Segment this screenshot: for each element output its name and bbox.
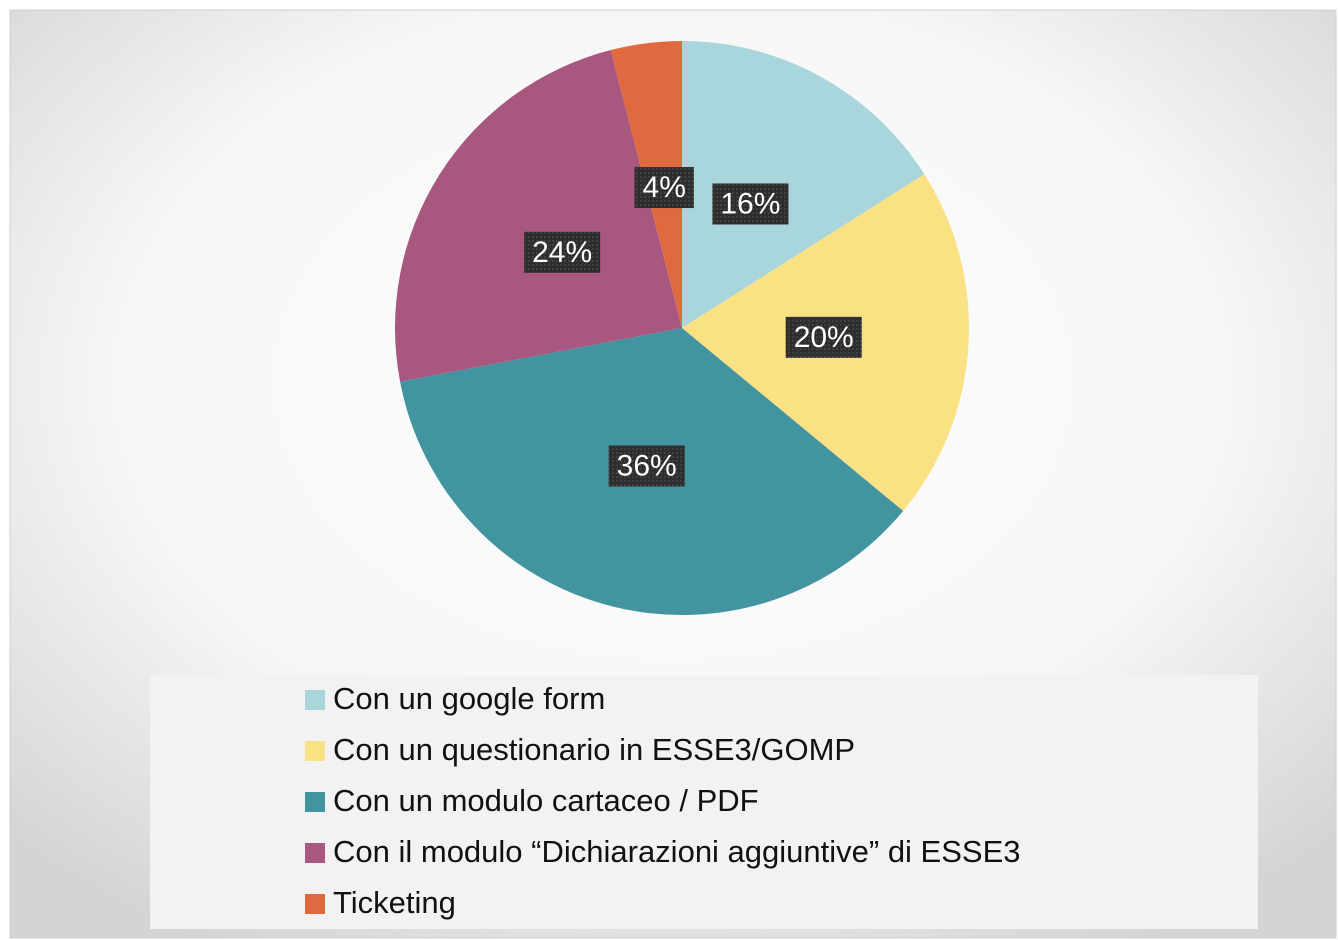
data-label: 16%: [720, 187, 780, 220]
data-label: 4%: [643, 171, 686, 204]
slices: [395, 41, 969, 615]
data-label-box: [634, 167, 694, 209]
data-label-box: [712, 183, 789, 225]
pie-slice: [682, 41, 925, 328]
legend-box: [150, 675, 1258, 929]
legend-swatch: [305, 792, 325, 812]
pie-slice: [395, 50, 682, 382]
legend-swatch: [305, 843, 325, 863]
legend-label: Con il modulo “Dichiarazioni aggiuntive”…: [333, 834, 1021, 869]
legend-label: Con un google form: [333, 681, 605, 716]
legend-swatch: [305, 690, 325, 710]
data-labels: 16% 20% 36% 24% 4%: [524, 167, 862, 487]
legend-label: Con un modulo cartaceo / PDF: [333, 783, 759, 818]
data-label-box: [524, 231, 601, 273]
data-label-box: [608, 445, 685, 487]
data-label-box: [785, 316, 862, 358]
legend: Con un google form Con un questionario in…: [305, 681, 1021, 920]
legend-label: Ticketing: [333, 885, 456, 920]
data-label: 36%: [617, 449, 677, 482]
legend-swatch: [305, 741, 325, 761]
legend-label: Con un questionario in ESSE3/GOMP: [333, 732, 855, 767]
data-label: 24%: [532, 236, 592, 269]
legend-swatch: [305, 894, 325, 914]
data-label: 20%: [794, 321, 854, 354]
